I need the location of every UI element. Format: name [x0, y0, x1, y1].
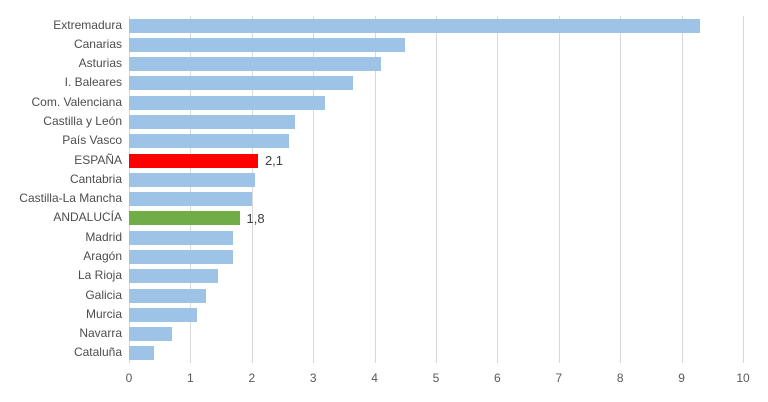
gridline-1 [190, 16, 192, 363]
x-tick-label-2: 2 [248, 371, 256, 385]
gridline-0 [129, 16, 130, 363]
x-tick-label-10: 10 [736, 371, 750, 385]
category-label-cantabria: Cantabria [69, 171, 122, 186]
gridline-4 [374, 16, 376, 363]
gridline-2 [251, 16, 253, 363]
category-label-galicia: Galicia [85, 287, 122, 302]
bar-galicia [129, 288, 206, 303]
bar-canarias [129, 37, 406, 52]
bar-com-valenciana [129, 95, 326, 110]
x-tick-label-8: 8 [616, 371, 624, 385]
gridline-10 [743, 16, 744, 363]
gridline-3 [313, 16, 315, 363]
category-label-extremadura: Extremadura [53, 17, 122, 32]
category-label-andalucia: ANDALUCÍA [53, 210, 122, 225]
gridline-6 [497, 16, 499, 363]
gridline-9 [681, 16, 683, 363]
category-label-i-baleares: I. Baleares [64, 75, 122, 90]
bar-castilla-la-mancha [129, 192, 252, 207]
category-label-aragon: Aragón [83, 248, 122, 263]
category-label-pais-vasco: País Vasco [62, 133, 122, 148]
category-label-canarias: Canarias [73, 36, 122, 51]
category-label-castilla-la-mancha: Castilla-La Mancha [19, 191, 122, 206]
bar-extremadura [129, 18, 701, 33]
bar-castilla-y-leon [129, 115, 295, 130]
category-label-castilla-y-leon: Castilla y León [43, 114, 122, 129]
x-tick-label-1: 1 [187, 371, 194, 385]
gridline-8 [620, 16, 622, 363]
data-label-andalucia: 1,8 [246, 210, 265, 226]
category-label-com-valenciana: Com. Valenciana [31, 94, 123, 109]
x-tick-label-4: 4 [371, 371, 378, 385]
x-tick-label-9: 9 [678, 371, 685, 385]
bar-navarra [129, 327, 172, 342]
category-label-asturias: Asturias [78, 56, 122, 71]
bar-asturias [129, 57, 381, 72]
data-label-espana: 2,1 [264, 153, 284, 169]
bar-cantabria [129, 172, 255, 187]
category-label-espana: ESPAÑA [74, 152, 122, 167]
x-tick-label-6: 6 [494, 371, 501, 385]
x-tick-label-7: 7 [555, 371, 563, 385]
bar-aragon [129, 249, 234, 264]
bar-i-baleares [129, 76, 354, 91]
gridline-5 [436, 16, 437, 363]
category-label-cataluna: Cataluña [73, 345, 122, 360]
gridline-7 [558, 16, 560, 363]
bar-andalucia [129, 211, 240, 226]
bar-espana [129, 153, 258, 168]
x-tick-label-3: 3 [309, 371, 317, 385]
bar-murcia [129, 307, 197, 322]
bar-madrid [129, 230, 234, 245]
category-label-murcia: Murcia [85, 306, 122, 321]
x-tick-label-5: 5 [432, 371, 440, 385]
bar-pais-vasco [129, 134, 289, 149]
x-tick-label-0: 0 [125, 371, 133, 385]
category-label-madrid: Madrid [85, 229, 122, 244]
category-label-navarra: Navarra [79, 326, 122, 341]
bar-cataluna [129, 346, 154, 361]
bar-la-rioja [129, 269, 219, 284]
category-label-la-rioja: La Rioja [77, 268, 122, 283]
